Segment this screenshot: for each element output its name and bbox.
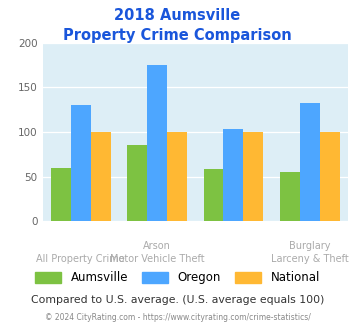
Text: All Property Crime: All Property Crime	[36, 254, 125, 264]
Text: 2018 Aumsville: 2018 Aumsville	[114, 8, 241, 23]
Bar	[71, 105, 91, 221]
Text: Burglary: Burglary	[289, 241, 331, 250]
Bar	[204, 169, 224, 221]
Bar	[243, 132, 263, 221]
Bar	[51, 168, 71, 221]
Text: Arson: Arson	[143, 241, 171, 250]
Text: Larceny & Theft: Larceny & Theft	[271, 254, 349, 264]
Bar	[300, 104, 320, 221]
Bar	[224, 129, 243, 221]
Bar	[91, 132, 110, 221]
Text: Property Crime Comparison: Property Crime Comparison	[63, 28, 292, 43]
Bar	[280, 172, 300, 221]
Bar	[147, 65, 167, 221]
Legend: Aumsville, Oregon, National: Aumsville, Oregon, National	[31, 267, 324, 289]
Text: Compared to U.S. average. (U.S. average equals 100): Compared to U.S. average. (U.S. average …	[31, 295, 324, 305]
Text: Motor Vehicle Theft: Motor Vehicle Theft	[110, 254, 204, 264]
Bar	[320, 132, 339, 221]
Text: © 2024 CityRating.com - https://www.cityrating.com/crime-statistics/: © 2024 CityRating.com - https://www.city…	[45, 313, 310, 322]
Bar	[127, 145, 147, 221]
Bar	[167, 132, 187, 221]
